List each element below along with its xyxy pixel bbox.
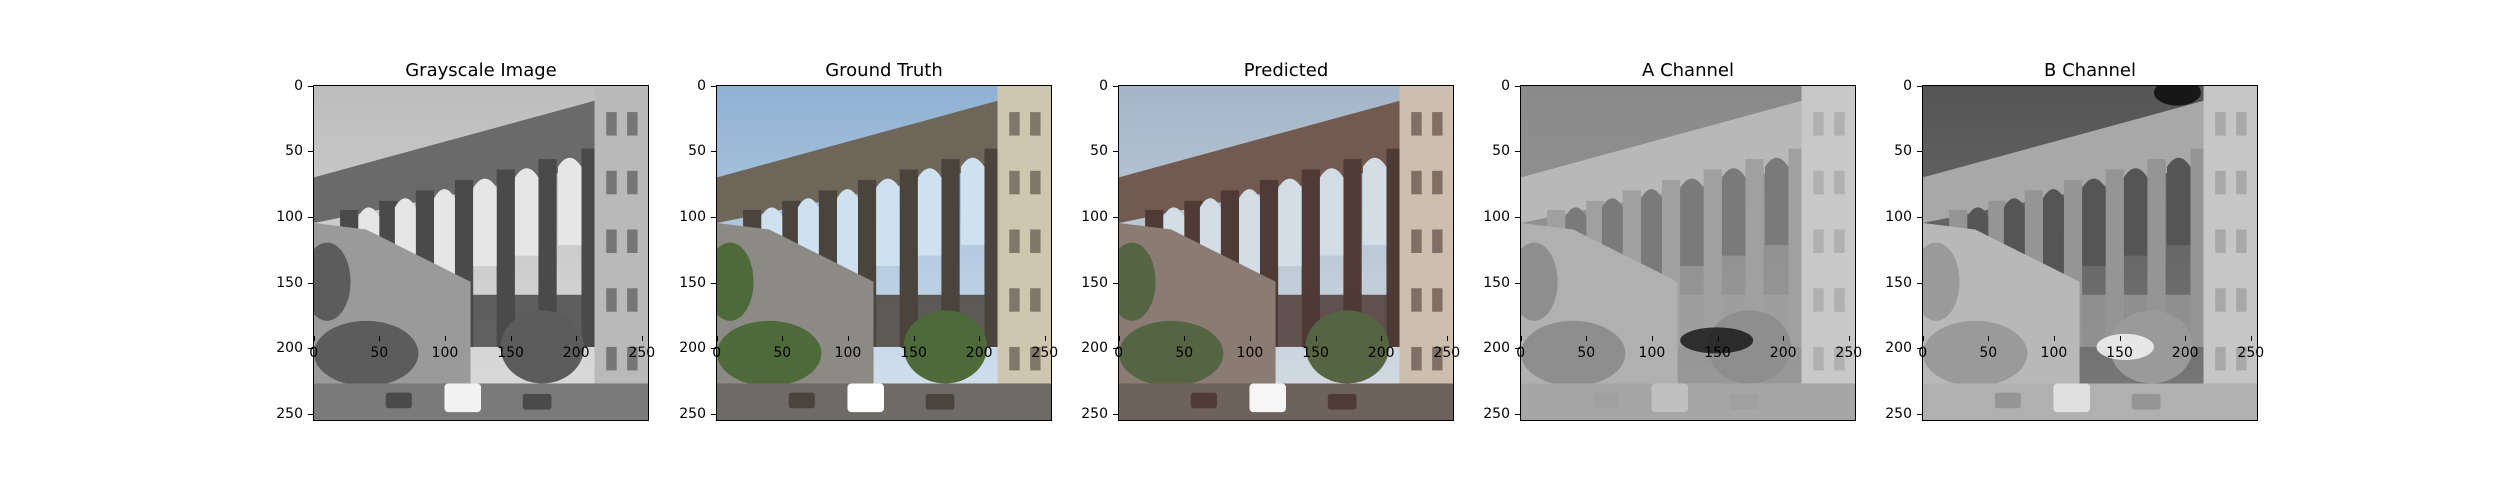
y-tick-label: 100 bbox=[1470, 209, 1520, 225]
image-ground-truth bbox=[716, 85, 1052, 421]
y-tick-label: 150 bbox=[263, 275, 313, 291]
panel-title: Predicted bbox=[1243, 60, 1329, 81]
x-tick-label: 150 bbox=[491, 336, 531, 361]
image-predicted bbox=[1118, 85, 1454, 421]
image-grayscale bbox=[313, 85, 649, 421]
panel-ground-truth: Ground Truth 0 50 100 150 200 250 0 50 100 150 200… bbox=[679, 0, 1076, 500]
scene-image bbox=[1923, 86, 2257, 420]
scene-image bbox=[717, 86, 1051, 420]
y-tick-label: 0 bbox=[263, 78, 313, 94]
y-tick-label: 200 bbox=[1872, 340, 1922, 356]
y-tick-label: 250 bbox=[666, 406, 716, 422]
y-tick-label: 100 bbox=[263, 209, 313, 225]
x-tick-label: 200 bbox=[1361, 336, 1401, 361]
x-tick-label: 150 bbox=[1698, 336, 1738, 361]
y-tick-label: 50 bbox=[1470, 143, 1520, 159]
x-tick-label: 250 bbox=[2231, 336, 2271, 361]
x-tick-label: 200 bbox=[1763, 336, 1803, 361]
y-tick-label: 250 bbox=[1470, 406, 1520, 422]
image-b-channel bbox=[1922, 85, 2258, 421]
panel-title: B Channel bbox=[2044, 60, 2136, 81]
y-tick-label: 200 bbox=[1470, 340, 1520, 356]
x-tick-label: 200 bbox=[2165, 336, 2205, 361]
x-tick-label: 0 bbox=[1099, 336, 1139, 361]
y-tick-label: 0 bbox=[666, 78, 716, 94]
x-tick-label: 50 bbox=[762, 336, 802, 361]
x-tick-label: 150 bbox=[894, 336, 934, 361]
x-tick-label: 50 bbox=[1968, 336, 2008, 361]
x-tick-label: 150 bbox=[2100, 336, 2140, 361]
y-tick-label: 50 bbox=[1872, 143, 1922, 159]
x-tick-label: 100 bbox=[2034, 336, 2074, 361]
panel-title: Grayscale Image bbox=[405, 60, 557, 81]
x-tick-label: 0 bbox=[697, 336, 737, 361]
x-tick-label: 100 bbox=[1230, 336, 1270, 361]
x-tick-label: 200 bbox=[959, 336, 999, 361]
y-tick-label: 100 bbox=[1068, 209, 1118, 225]
y-tick-label: 50 bbox=[666, 143, 716, 159]
y-tick-label: 250 bbox=[263, 406, 313, 422]
x-tick-label: 100 bbox=[425, 336, 465, 361]
x-tick-label: 200 bbox=[556, 336, 596, 361]
y-tick-label: 200 bbox=[1068, 340, 1118, 356]
x-tick-label: 50 bbox=[1566, 336, 1606, 361]
y-tick-label: 250 bbox=[1068, 406, 1118, 422]
image-a-channel bbox=[1520, 85, 1856, 421]
scene-image bbox=[1119, 86, 1453, 420]
x-tick-label: 150 bbox=[1296, 336, 1336, 361]
y-tick-label: 0 bbox=[1068, 78, 1118, 94]
panel-b-channel: B Channel 0 50 100 150 200 250 0 50 100 150 200 250 bbox=[1885, 0, 2282, 500]
y-tick-label: 0 bbox=[1470, 78, 1520, 94]
scene-image bbox=[314, 86, 648, 420]
y-tick-label: 150 bbox=[666, 275, 716, 291]
y-tick-label: 0 bbox=[1872, 78, 1922, 94]
x-tick-label: 0 bbox=[1501, 336, 1541, 361]
x-tick-label: 50 bbox=[1164, 336, 1204, 361]
y-tick-label: 100 bbox=[666, 209, 716, 225]
y-tick-label: 100 bbox=[1872, 209, 1922, 225]
y-tick-label: 200 bbox=[263, 340, 313, 356]
y-tick-label: 150 bbox=[1068, 275, 1118, 291]
y-tick-label: 250 bbox=[1872, 406, 1922, 422]
y-tick-label: 200 bbox=[666, 340, 716, 356]
x-tick-label: 0 bbox=[1903, 336, 1943, 361]
x-tick-label: 100 bbox=[828, 336, 868, 361]
x-tick-label: 250 bbox=[622, 336, 662, 361]
panel-title: A Channel bbox=[1642, 60, 1734, 81]
y-tick-label: 150 bbox=[1872, 275, 1922, 291]
y-tick-label: 50 bbox=[1068, 143, 1118, 159]
scene-image bbox=[1521, 86, 1855, 420]
x-tick-label: 250 bbox=[1829, 336, 1869, 361]
panel-grayscale: Grayscale Image 0 50 100 150 200 250 0 50 100 150… bbox=[276, 0, 673, 500]
x-tick-label: 250 bbox=[1025, 336, 1065, 361]
x-tick-label: 0 bbox=[294, 336, 334, 361]
panel-a-channel: A Channel 0 50 100 150 200 250 0 50 100 150 200 250 bbox=[1483, 0, 1880, 500]
panel-title: Ground Truth bbox=[825, 60, 943, 81]
y-tick-label: 150 bbox=[1470, 275, 1520, 291]
x-tick-label: 250 bbox=[1427, 336, 1467, 361]
x-tick-label: 100 bbox=[1632, 336, 1672, 361]
y-tick-label: 50 bbox=[263, 143, 313, 159]
panel-predicted: Predicted 0 50 100 150 200 250 0 50 100 150 200 250 bbox=[1081, 0, 1478, 500]
x-tick-label: 50 bbox=[359, 336, 399, 361]
